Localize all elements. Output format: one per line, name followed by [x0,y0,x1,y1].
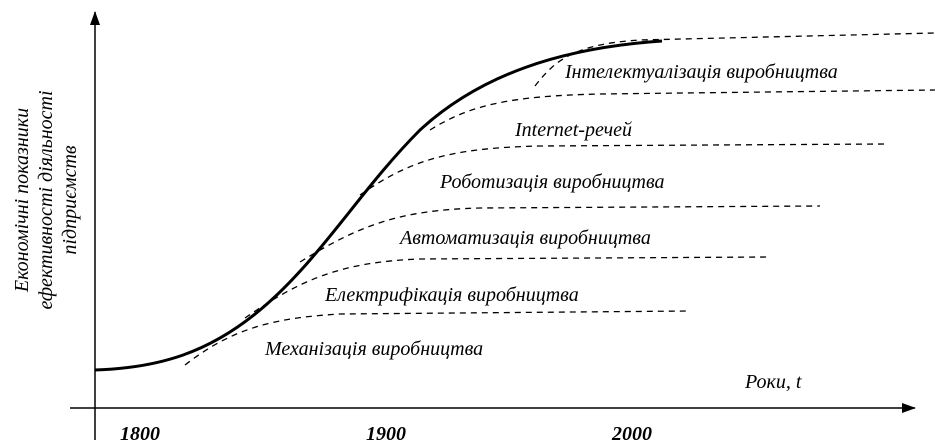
curve-label: Механізація виробництва [264,338,483,360]
curve-5 [429,89,935,131]
x-axis-label: Роки, t [744,371,802,393]
x-tick-label: 1900 [366,423,406,445]
x-tick-label: 2000 [611,423,652,445]
curve-3 [299,205,821,263]
curve-4 [359,143,886,196]
curve-label: Електрифікація виробництва [324,284,579,306]
y-axis-label: Економічні показники ефективності діяльн… [11,90,81,309]
main-curve [94,39,663,372]
curve-label: Internet-речей [514,119,632,141]
curve-label: Інтелектуалізація виробництва [564,61,838,83]
curve-label: Автоматизація виробництва [398,227,651,249]
curve-1 [184,310,691,366]
y-label-line: ефективності діяльності [35,90,57,309]
y-label-line: Економічні показники [11,108,33,293]
y-label-line: підприємств [59,145,81,254]
x-tick-label: 1800 [120,423,160,445]
curve-label: Роботизація виробництва [439,171,665,193]
curve-6 [534,32,935,87]
